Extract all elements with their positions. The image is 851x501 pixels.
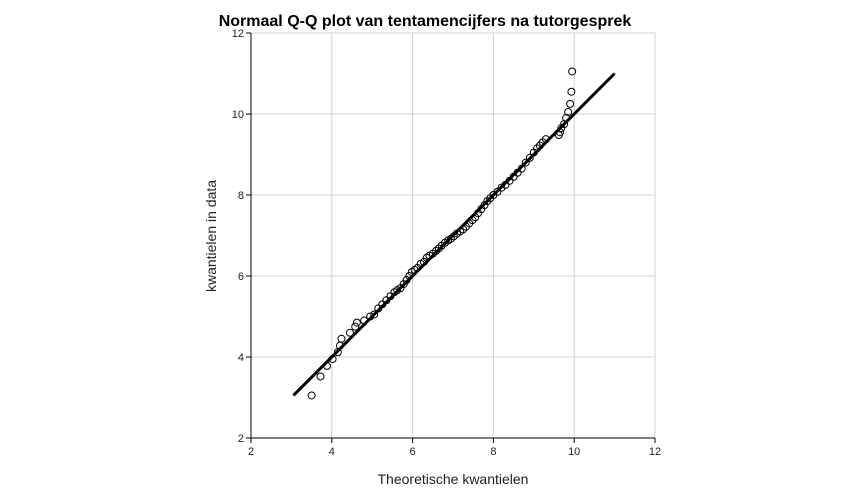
data-point [566,99,575,108]
data-point [345,328,354,337]
y-tick-label: 12 [232,28,244,40]
y-tick-label: 8 [238,190,244,202]
x-tick-label: 6 [410,446,416,458]
y-tick-label: 2 [238,433,244,445]
data-point [307,391,316,400]
data-point [370,310,379,319]
grid [251,33,655,438]
data-point [399,280,408,289]
data-point [352,318,361,327]
data-point [493,187,502,196]
data-point [567,87,576,96]
axis-ticks: 2 4 6 8 10 12 2 4 6 8 10 12 [232,28,661,458]
chart-title: Normaal Q-Q plot van tentamencijfers na … [219,13,632,30]
data-point [557,124,566,133]
data-point [497,183,506,192]
x-tick-label: 10 [568,446,580,458]
data-point [351,322,360,331]
y-tick-label: 4 [238,352,244,364]
data-point [316,372,325,381]
data-point [568,67,577,76]
data-point [337,334,346,343]
x-tick-label: 4 [329,446,335,458]
x-axis-label: Theoretische kwantielen [378,471,529,487]
data-points [307,67,577,400]
data-point [521,158,530,167]
x-tick-label: 12 [649,446,661,458]
data-point [446,234,455,243]
x-tick-label: 2 [248,446,254,458]
x-tick-label: 8 [490,446,496,458]
data-point [564,107,573,116]
reference-line [292,72,616,397]
data-point [480,201,489,210]
data-point [434,244,443,253]
y-tick-label: 10 [232,109,244,121]
data-point [525,153,534,162]
y-axis-label: kwantielen in data [203,180,219,292]
data-point [483,197,492,206]
y-tick-label: 6 [238,271,244,283]
